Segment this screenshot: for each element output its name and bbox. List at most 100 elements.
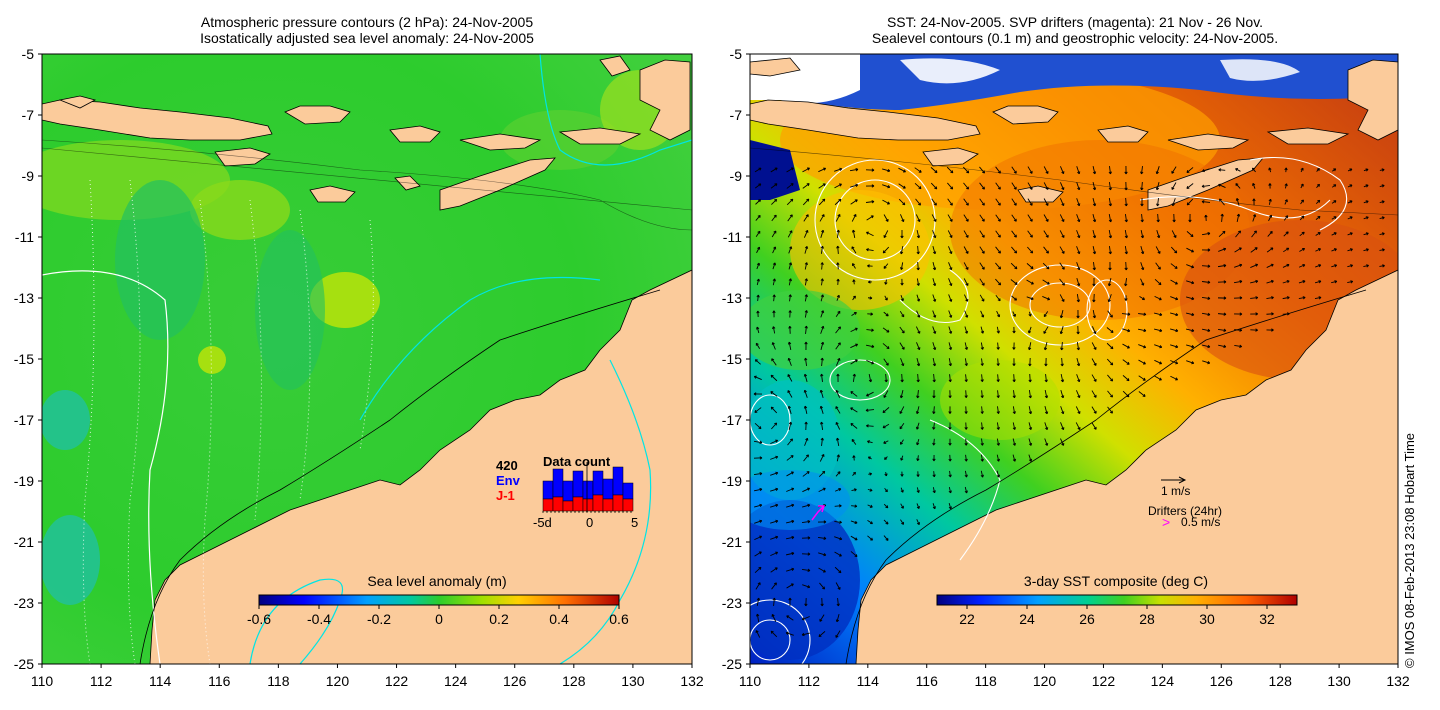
- env-count-bar: [612, 466, 624, 496]
- j1-count-bar: [552, 496, 564, 512]
- env-count-bar: [562, 480, 574, 502]
- env-count-bar: [582, 480, 594, 500]
- bathymetry-contour-left: [139, 289, 661, 664]
- bathymetry-contour-left-top: [42, 139, 692, 231]
- right-x-tick-label: 114: [857, 673, 880, 689]
- j1-count-bar: [542, 498, 554, 512]
- right-y-tick-label: -17: [722, 412, 742, 428]
- right-y-tick-label: -19: [722, 473, 742, 489]
- env-count-bar: [552, 468, 564, 498]
- left-x-tick-label: 110: [31, 673, 54, 689]
- j1-count-bar: [612, 494, 624, 512]
- left-y-tick-label: -11: [15, 229, 34, 245]
- j1-count-bar: [582, 498, 594, 512]
- sst-colorbar-tick-label: 32: [1259, 611, 1275, 627]
- right-x-tick-label: 124: [1151, 673, 1175, 689]
- left-map-title: Atmospheric pressure contours (2 hPa): 2…: [40, 14, 694, 46]
- right-x-tick-label: 118: [974, 673, 997, 689]
- right-y-tick-label: -9: [730, 168, 743, 184]
- sst-colorbar-ramp: [936, 594, 1298, 606]
- left-x-tick-label: 120: [326, 673, 350, 689]
- right-y-tick-label: -13: [722, 290, 742, 306]
- sla-colorbar-tick-label: 0.2: [489, 611, 509, 627]
- sla-colorbar: Sea level anomaly (m) -0.6 -0.4 -0.2 0 0.2 0.…: [247, 573, 629, 627]
- j1-count-bar: [622, 498, 634, 512]
- drifters-label: Drifters (24hr): [1148, 504, 1222, 518]
- left-y-tick-label: -5: [22, 46, 35, 62]
- sst-colorbar-tick-label: 26: [1079, 611, 1095, 627]
- data-count-tick-5: 5: [631, 515, 638, 530]
- data-count-env-legend: Env: [496, 473, 521, 488]
- sst-colorbar-tick-label: 22: [959, 611, 975, 627]
- white-contour-line: [42, 270, 169, 664]
- sst-patches: [750, 70, 1398, 660]
- right-x-tick-label: 128: [1269, 673, 1293, 689]
- sealevel-contours: [750, 157, 1348, 664]
- right-y-tick-label: -21: [722, 534, 742, 550]
- j1-count-bar: [562, 500, 574, 512]
- right-x-tick-label: 122: [1092, 673, 1116, 689]
- env-count-bar: [572, 470, 584, 498]
- drifter-symbol: >: [1162, 514, 1170, 530]
- left-title-line2: Isostatically adjusted sea level anomaly…: [200, 30, 534, 46]
- left-x-tick-label: 130: [621, 673, 645, 689]
- right-y-tick-label: -15: [722, 351, 742, 367]
- sla-colorbar-title: Sea level anomaly (m): [367, 573, 506, 589]
- left-y-tick-label: -17: [14, 412, 34, 428]
- right-x-tick-label: 112: [798, 673, 821, 689]
- left-y-tick-label: -9: [22, 168, 35, 184]
- bathymetry-contour-right-top: [750, 147, 1398, 216]
- left-title-line1: Atmospheric pressure contours (2 hPa): 2…: [200, 14, 534, 30]
- right-y-tick-label: -23: [722, 595, 742, 611]
- velocity-scale-label: 1 m/s: [1161, 484, 1190, 498]
- sla-colorbar-tick-label: 0: [435, 611, 443, 627]
- data-count-tick-minus5: -5d: [533, 515, 552, 530]
- left-y-tick-label: -21: [14, 534, 34, 550]
- sla-colorbar-tick-label: -0.4: [307, 611, 331, 627]
- left-x-tick-label: 118: [267, 673, 290, 689]
- env-count-bar: [622, 482, 634, 500]
- data-count-bars: [542, 462, 634, 512]
- data-count-total: 420: [496, 458, 518, 473]
- right-y-tick-label: -5: [730, 46, 743, 62]
- right-map-title: SST: 24-Nov-2005. SVP drifters (magenta)…: [748, 14, 1402, 46]
- left-y-tick-label: -7: [22, 107, 35, 123]
- sla-colorbar-tick-label: -0.2: [367, 611, 391, 627]
- right-x-tick-label: 120: [1033, 673, 1057, 689]
- left-y-tick-label: -15: [14, 351, 34, 367]
- right-x-tick-label: 116: [916, 673, 939, 689]
- left-y-tick-label: -13: [14, 290, 34, 306]
- velocity-legend: 1 m/s Drifters (24hr) > 0.5 m/s: [1148, 476, 1222, 530]
- sla-colorbar-ramp: [258, 594, 620, 606]
- left-x-tick-label: 116: [208, 673, 231, 689]
- right-title-line2: Sealevel contours (0.1 m) and geostrophi…: [871, 30, 1279, 46]
- data-count-inset: 420 Env J-1 Data count -5d 0 5: [496, 454, 638, 530]
- left-x-tick-label: 114: [149, 673, 172, 689]
- left-x-tick-label: 122: [385, 673, 409, 689]
- right-y-tick-label: -11: [723, 229, 742, 245]
- left-x-tick-label: 112: [90, 673, 113, 689]
- left-x-tick-label: 126: [503, 673, 527, 689]
- left-y-tick-label: -19: [14, 473, 34, 489]
- j1-count-bar: [602, 498, 614, 512]
- sst-colorbar: 3-day SST composite (deg C) 22 24 26 28 30 32: [936, 573, 1298, 627]
- env-count-bar: [542, 480, 554, 500]
- right-x-tick-label: 110: [739, 673, 762, 689]
- data-count-title: Data count: [543, 454, 611, 469]
- pressure-contours: [82, 179, 374, 664]
- left-x-tick-label: 132: [680, 673, 704, 689]
- geostrophic-velocity-arrows: [753, 165, 1385, 638]
- australia-land-right: [855, 269, 1398, 664]
- sst-colorbar-title: 3-day SST composite (deg C): [1024, 573, 1208, 589]
- sla-colorbar-tick-label: 0.4: [549, 611, 569, 627]
- right-title-line1: SST: 24-Nov-2005. SVP drifters (magenta)…: [886, 14, 1264, 30]
- data-count-j1-legend: J-1: [496, 488, 515, 503]
- sst-colorbar-tick-label: 30: [1199, 611, 1215, 627]
- left-y-tick-label: -25: [14, 656, 34, 672]
- left-y-tick-label: -23: [14, 595, 34, 611]
- j1-count-bar: [592, 494, 604, 512]
- left-x-tick-label: 124: [444, 673, 468, 689]
- left-sea-level-map: 420 Env J-1 Data count -5d 0 5 Sea level…: [41, 53, 693, 665]
- sst-colorbar-tick-label: 24: [1019, 611, 1035, 627]
